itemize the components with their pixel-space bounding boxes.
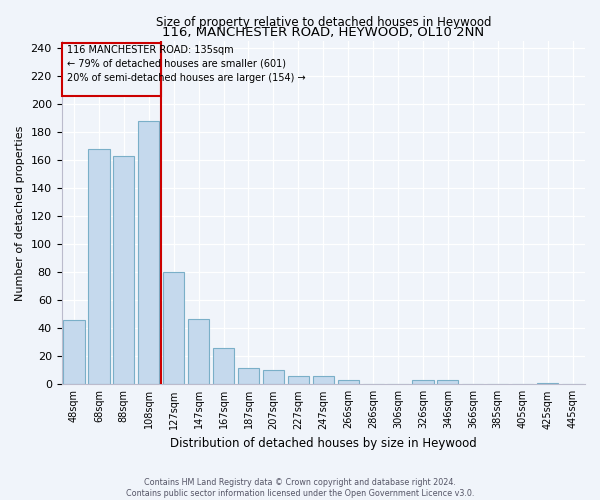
Bar [338,380,359,384]
Bar [537,383,558,384]
Text: Contains HM Land Registry data © Crown copyright and database right 2024.
Contai: Contains HM Land Registry data © Crown c… [126,478,474,498]
Bar [263,370,284,384]
Title: 116, MANCHESTER ROAD, HEYWOOD, OL10 2NN: 116, MANCHESTER ROAD, HEYWOOD, OL10 2NN [162,26,484,39]
Bar [88,149,110,384]
Bar [163,272,184,384]
Text: 20% of semi-detached houses are larger (154) →: 20% of semi-detached houses are larger (… [67,73,305,83]
Bar [437,380,458,384]
Bar [64,320,85,384]
Bar [113,156,134,384]
Bar [412,380,434,384]
Bar [238,368,259,384]
FancyBboxPatch shape [62,43,161,96]
Text: Size of property relative to detached houses in Heywood: Size of property relative to detached ho… [155,16,491,30]
Y-axis label: Number of detached properties: Number of detached properties [15,125,25,300]
Bar [288,376,309,384]
Bar [138,121,160,384]
X-axis label: Distribution of detached houses by size in Heywood: Distribution of detached houses by size … [170,437,476,450]
Text: 116 MANCHESTER ROAD: 135sqm: 116 MANCHESTER ROAD: 135sqm [67,45,233,55]
Bar [213,348,234,385]
Bar [313,376,334,384]
Bar [188,318,209,384]
Text: ← 79% of detached houses are smaller (601): ← 79% of detached houses are smaller (60… [67,59,286,69]
